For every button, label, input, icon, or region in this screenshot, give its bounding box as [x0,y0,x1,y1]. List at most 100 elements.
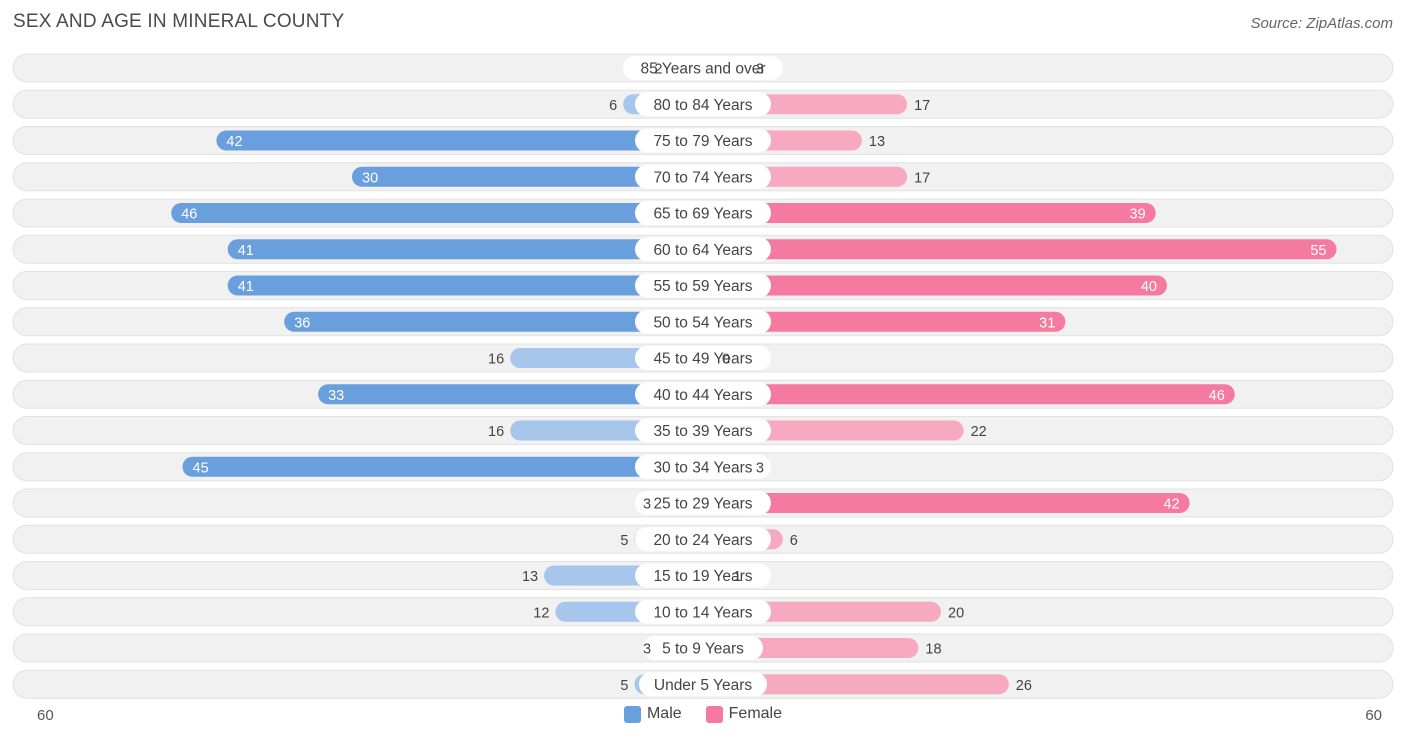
category-label-bg [635,382,771,407]
bar-row: Under 5 Years 5 26 [12,669,1394,699]
chart-title: SEX AND AGE IN MINERAL COUNTY [13,11,345,32]
value-label-female: 17 [914,98,930,114]
bar-row: 60 to 64 Years 41 55 [12,234,1394,264]
bar-row: 5 to 9 Years 3 18 [12,633,1394,663]
bar-row: 65 to 69 Years 46 39 [12,198,1394,228]
legend-label-male: Male [646,705,682,722]
value-label-male: 16 [488,352,504,368]
category-label: 70 to 74 Years [653,169,752,186]
category-label: 40 to 44 Years [653,387,752,404]
bar-male [227,275,703,296]
category-label-bg [639,672,767,697]
axis-label-right: 60 [1365,707,1382,724]
category-label: 10 to 14 Years [653,604,752,621]
value-label-female: 17 [914,170,930,186]
legend: Male Female [0,705,1406,723]
value-label-female: 1 [733,569,741,585]
value-label-female: 20 [948,605,964,621]
bar-female [703,674,1009,695]
value-label-female: 55 [1310,243,1326,259]
bar-male [352,166,703,187]
bar-row: 80 to 84 Years 6 17 [12,89,1394,119]
value-label-male: 36 [294,315,310,331]
category-label-bg [635,128,771,153]
bar-row: 15 to 19 Years 13 1 [12,561,1394,590]
category-label: 75 to 79 Years [653,133,752,150]
bar-male [216,130,703,151]
bar-row: 20 to 24 Years 5 6 [12,524,1394,554]
category-label: 85 Years and over [641,61,766,78]
value-label-male: 46 [181,207,197,223]
bar-male [227,239,703,260]
category-label: 30 to 34 Years [653,459,752,476]
category-label-bg [635,563,771,588]
category-label: 45 to 49 Years [653,351,752,368]
value-label-male: 5 [620,678,628,694]
bar-male [284,311,703,332]
category-label: 25 to 29 Years [653,496,752,513]
bar-male [182,456,703,477]
category-label: 5 to 9 Years [662,641,744,658]
category-label-bg [635,273,771,298]
category-label: 20 to 24 Years [653,532,752,549]
category-label-bg [635,454,771,479]
category-label: 60 to 64 Years [653,242,752,259]
value-label-male: 42 [226,134,242,150]
bar-row: 50 to 54 Years 36 31 [12,307,1394,337]
category-label-bg [635,346,771,370]
value-label-female: 3 [756,62,764,78]
category-label: 50 to 54 Years [653,314,752,331]
category-label-bg [635,237,771,262]
value-label-female: 40 [1141,279,1157,295]
category-label: 65 to 69 Years [653,206,752,223]
category-label-bg [635,164,771,189]
category-label: 55 to 59 Years [653,278,752,295]
bar-row: 45 to 49 Years 16 0 [12,343,1394,373]
legend-item-female[interactable]: Female [705,705,783,723]
category-label-bg [635,418,771,443]
legend-swatch-female [705,705,723,723]
bar-row: 70 to 74 Years 30 17 [12,162,1394,192]
value-label-male: 3 [643,497,651,513]
value-label-male: 33 [328,388,344,404]
category-label: Under 5 Years [654,677,752,694]
source-credit: Source: ZipAtlas.com [1250,15,1393,32]
value-label-female: 26 [1016,678,1032,694]
category-label-bg [635,92,771,117]
bar-male [318,384,703,405]
value-label-male: 5 [620,533,628,549]
legend-label-female: Female [728,705,783,722]
value-label-female: 6 [790,533,798,549]
bar-row: 55 to 59 Years 41 40 [12,271,1394,300]
bar-row: 10 to 14 Years 12 20 [12,597,1394,627]
value-label-male: 30 [362,170,378,186]
value-label-male: 41 [238,279,254,295]
category-label: 35 to 39 Years [653,423,752,440]
bar-row: 35 to 39 Years 16 22 [12,416,1394,445]
bar-male [171,203,703,223]
category-label-bg [635,527,771,552]
category-label-bg [635,491,771,515]
category-label-bg [635,599,771,624]
category-label: 80 to 84 Years [653,97,752,114]
category-label-bg [635,201,771,225]
value-label-male: 41 [238,243,254,259]
bar-row: 75 to 79 Years 42 13 [12,126,1394,155]
value-label-female: 18 [925,642,941,658]
value-label-male: 12 [533,605,549,621]
category-label-bg [623,56,783,80]
value-label-female: 22 [971,424,987,440]
value-label-male: 6 [609,98,617,114]
bar-row: 30 to 34 Years 45 3 [12,452,1394,482]
category-label: 15 to 19 Years [653,568,752,585]
legend-item-male[interactable]: Male [623,705,682,723]
value-label-female: 39 [1130,207,1146,223]
value-label-male: 2 [654,62,662,78]
value-label-male: 16 [488,424,504,440]
bar-female [703,203,1156,223]
value-label-female: 42 [1163,497,1179,513]
category-label-bg [643,636,763,660]
value-label-male: 3 [643,642,651,658]
